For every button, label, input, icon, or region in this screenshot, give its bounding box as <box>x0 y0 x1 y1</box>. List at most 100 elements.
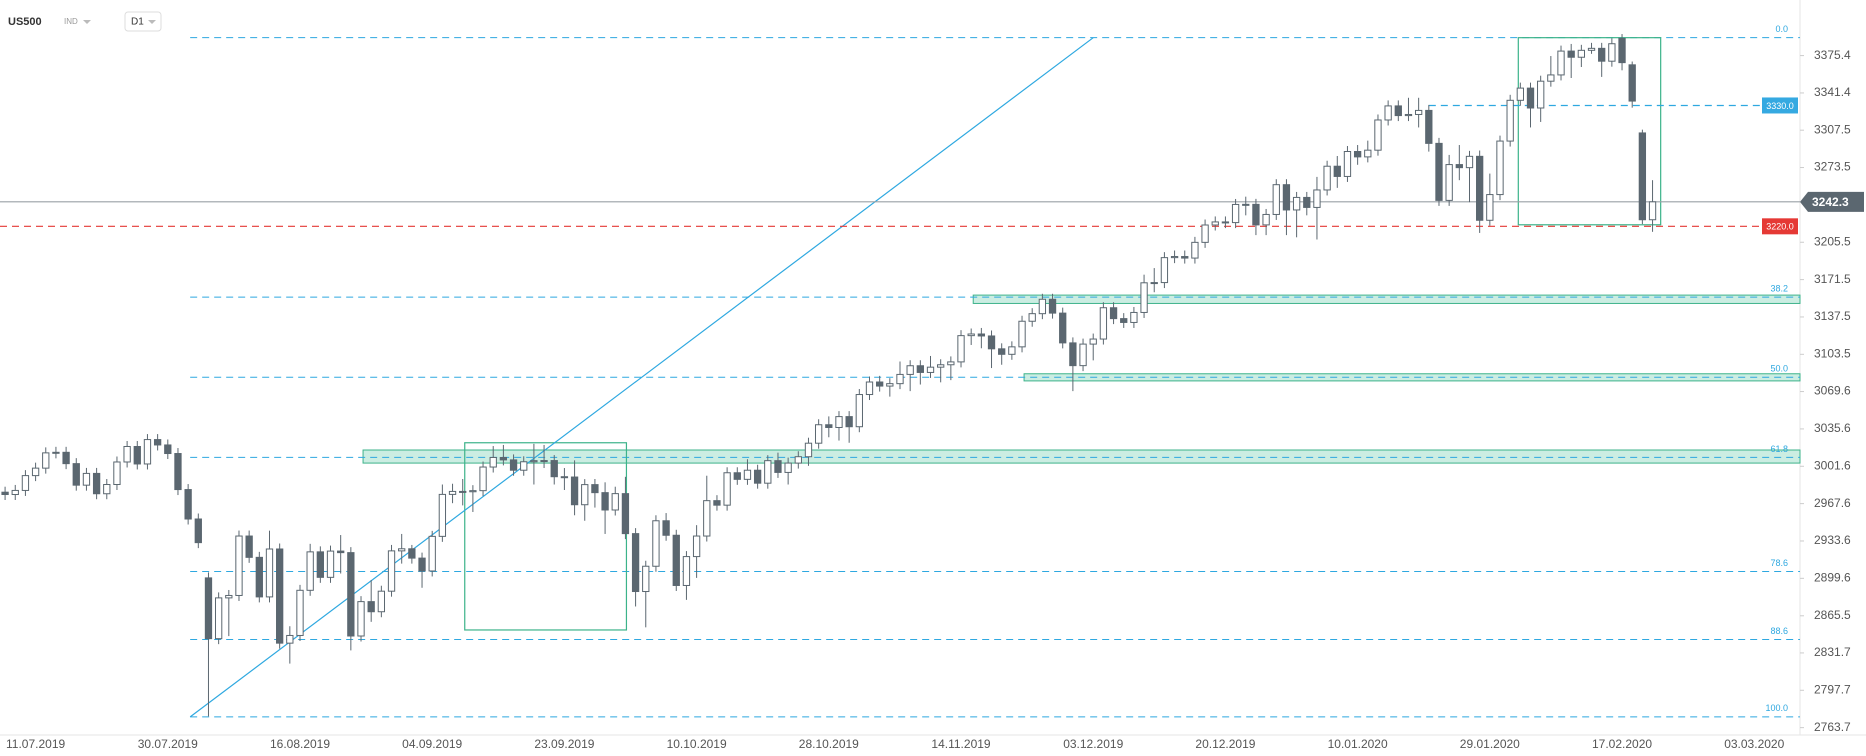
candle-body <box>1486 194 1494 221</box>
candle-body <box>1526 87 1535 109</box>
candle-body <box>855 394 863 428</box>
candle-body <box>337 550 345 554</box>
x-tick-label: 20.12.2019 <box>1195 737 1255 751</box>
candle-body <box>1272 184 1280 215</box>
candle-body <box>1231 203 1240 224</box>
y-tick-label: 2967.6 <box>1814 496 1851 510</box>
candle-body <box>377 590 386 613</box>
candle-body <box>1201 224 1209 243</box>
fib-label: 50.0 <box>1770 364 1788 374</box>
y-tick-label: 3103.5 <box>1814 346 1851 360</box>
candle-body <box>164 444 172 455</box>
y-tick-label: 3341.4 <box>1814 85 1851 99</box>
candle-body <box>1242 203 1250 206</box>
candle-body <box>1292 196 1301 211</box>
y-tick-label: 2797.7 <box>1814 682 1851 696</box>
candle-body <box>794 456 802 464</box>
candle-body <box>438 493 447 537</box>
y-tick-label: 2831.7 <box>1814 645 1851 659</box>
candle-body <box>1130 311 1138 323</box>
candle-body <box>1140 282 1148 313</box>
y-tick-label: 2933.6 <box>1814 533 1851 547</box>
candle-body <box>784 462 792 473</box>
fib-label: 100.0 <box>1765 703 1788 713</box>
candle-body <box>1262 213 1270 226</box>
candle-body <box>1374 119 1382 151</box>
y-tick-label: 3375.4 <box>1814 48 1851 62</box>
candle-body <box>286 634 294 644</box>
candle-body <box>631 533 640 593</box>
candle-body <box>235 535 243 596</box>
candle-body <box>1364 149 1372 158</box>
x-tick-label: 29.01.2020 <box>1460 737 1520 751</box>
candle-body <box>1435 142 1443 201</box>
current-price-label: 3242.3 <box>1812 195 1849 209</box>
candle-body <box>31 467 40 477</box>
y-tick-label: 3001.6 <box>1814 458 1851 472</box>
candle-body <box>347 552 355 637</box>
candle-body <box>42 452 50 469</box>
candle-body <box>876 381 884 387</box>
candle-body <box>72 463 80 486</box>
x-tick-label: 17.02.2020 <box>1592 737 1652 751</box>
candle-body <box>479 466 487 492</box>
candle-body <box>672 534 680 586</box>
x-tick-label: 10.01.2020 <box>1328 737 1388 751</box>
candle-body <box>1211 221 1219 226</box>
candle-body <box>1343 151 1352 177</box>
interval-arrow[interactable] <box>148 20 156 24</box>
candle-body <box>459 490 467 493</box>
candle-body <box>733 472 741 480</box>
candle-body <box>845 416 853 428</box>
interval-box[interactable] <box>124 11 162 32</box>
candle-body <box>1557 50 1565 76</box>
candle-body <box>916 365 924 373</box>
candle-body <box>103 484 111 495</box>
candle-body <box>11 489 19 496</box>
interval-dropdown[interactable]: D1 <box>124 11 162 32</box>
candle-body <box>204 577 213 640</box>
x-tick-label: 11.07.2019 <box>6 737 65 751</box>
candle-body <box>1414 109 1423 115</box>
candle-body <box>804 442 813 458</box>
candle-body <box>520 461 528 471</box>
candle-body <box>418 557 426 572</box>
candle-body <box>937 364 945 368</box>
candle-body <box>581 484 589 506</box>
instrument-kind: IND <box>64 17 78 26</box>
candle-body <box>92 472 101 495</box>
candle-body <box>1384 105 1392 121</box>
candle-body <box>1252 203 1260 226</box>
candle-body <box>896 373 904 385</box>
candle-body <box>723 472 731 506</box>
candle-body <box>499 456 508 461</box>
candle-body <box>276 548 284 644</box>
candle-body <box>448 490 457 495</box>
candle-body <box>998 348 1006 355</box>
interval[interactable]: D1 <box>131 17 144 28</box>
candle-body <box>52 451 60 454</box>
fib-label: 0.0 <box>1775 24 1788 34</box>
candle-body <box>1577 49 1586 58</box>
candle-body <box>1394 105 1402 117</box>
x-tick-label: 03.12.2019 <box>1063 737 1123 751</box>
candle-body <box>1089 338 1097 345</box>
candle-body <box>113 461 121 486</box>
candle-body <box>306 551 314 591</box>
candle-body <box>367 601 375 613</box>
candle-body <box>835 416 843 428</box>
candle-body <box>316 551 324 578</box>
y-tick-label: 2865.5 <box>1814 608 1851 622</box>
candle-body <box>977 333 986 337</box>
x-tick-label: 30.07.2019 <box>138 737 198 751</box>
pattern-box <box>1517 37 1662 226</box>
candle-body <box>1516 87 1524 101</box>
candle-body <box>62 451 70 465</box>
candle-body <box>398 548 406 552</box>
candle-body <box>947 361 955 366</box>
candle-body <box>1608 43 1616 62</box>
price-label-box <box>1762 218 1798 235</box>
candle-body <box>1455 164 1463 169</box>
candle-body <box>1445 164 1453 201</box>
candle-body <box>1587 47 1596 51</box>
